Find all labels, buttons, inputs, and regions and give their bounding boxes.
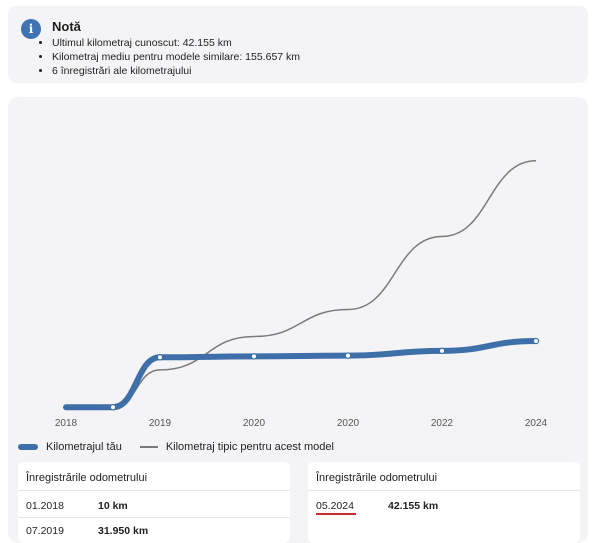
data-point <box>109 404 117 411</box>
data-point <box>250 353 258 360</box>
data-point <box>532 337 540 345</box>
x-tick-label: 2018 <box>55 418 78 429</box>
note-list: Ultimul kilometraj cunoscut: 42.155 km K… <box>36 36 300 78</box>
x-tick-label: 2020 <box>243 418 266 429</box>
mileage-chart: 2018 2019 2020 2020 2022 2024 <box>55 160 548 429</box>
data-point <box>344 352 352 359</box>
table-row: 01.2018 10 km <box>26 500 128 512</box>
table-row: 05.2024 42.155 km <box>316 500 438 512</box>
odometer-records-card: Înregistrările odometrului 05.2024 42.15… <box>308 462 580 543</box>
divider <box>308 490 580 491</box>
x-tick-label: 2019 <box>149 418 172 429</box>
note-item: 6 înregistrări ale kilometrajului <box>52 64 300 78</box>
chart-legend: Kilometrajul tău Kilometraj tipic pentru… <box>18 440 334 454</box>
note-title: Notă <box>52 19 81 34</box>
row-date: 07.2019 <box>26 525 64 537</box>
note-item: Kilometraj mediu pentru modele similare:… <box>52 50 300 64</box>
card-title: Înregistrările odometrului <box>26 472 148 484</box>
x-tick-label: 2022 <box>431 418 454 429</box>
row-km: 42.155 km <box>388 500 439 512</box>
row-km: 31.950 km <box>98 525 149 537</box>
row-date: 01.2018 <box>26 500 64 512</box>
x-tick-label: 2024 <box>525 418 548 429</box>
series-line-your-mileage <box>63 338 539 411</box>
note-item: Ultimul kilometraj cunoscut: 42.155 km <box>52 36 300 50</box>
series-line-typical <box>66 160 537 408</box>
legend-label-typical: Kilometraj tipic pentru acest model <box>165 441 334 453</box>
highlight-underline <box>316 513 356 515</box>
legend-swatch-your-mileage <box>18 444 38 450</box>
data-point <box>438 347 446 355</box>
note-box: i Notă Ultimul kilometraj cunoscut: 42.1… <box>8 6 588 83</box>
info-icon: i <box>21 19 41 39</box>
x-tick-label: 2020 <box>337 418 360 429</box>
data-point <box>156 354 164 361</box>
legend-swatch-typical <box>139 446 158 448</box>
odometer-records-card: Înregistrările odometrului 01.2018 10 km… <box>18 462 290 543</box>
card-title: Înregistrările odometrului <box>316 472 438 484</box>
divider <box>18 517 290 518</box>
divider <box>18 490 290 491</box>
row-date: 05.2024 <box>316 500 354 512</box>
row-km: 10 km <box>98 500 128 512</box>
legend-label-your-mileage: Kilometrajul tău <box>46 441 122 453</box>
table-row: 07.2019 31.950 km <box>26 525 148 537</box>
